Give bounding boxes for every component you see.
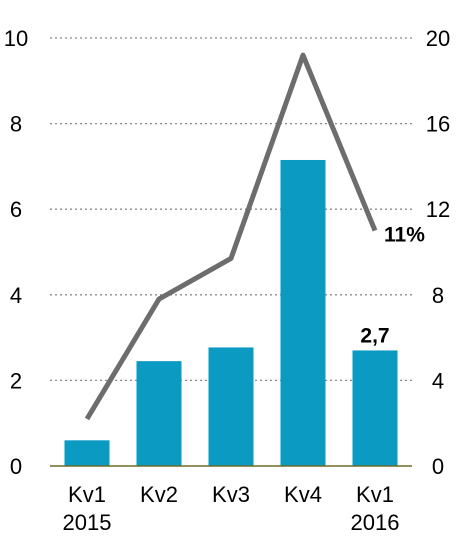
right-tick-label: 0 bbox=[432, 454, 444, 479]
bar bbox=[64, 440, 110, 466]
bar bbox=[280, 159, 326, 467]
left-tick-label: 4 bbox=[10, 283, 22, 308]
bar-data-label: 2,7 bbox=[360, 324, 389, 347]
bar bbox=[136, 361, 182, 466]
right-tick-label: 4 bbox=[432, 368, 444, 393]
category-label: Kv1 bbox=[68, 482, 106, 507]
left-tick-label: 6 bbox=[10, 197, 22, 222]
bar bbox=[208, 347, 254, 466]
bar-series bbox=[64, 159, 398, 467]
category-label: Kv1 bbox=[356, 482, 394, 507]
left-tick-label: 8 bbox=[10, 112, 22, 137]
left-tick-label: 0 bbox=[10, 454, 22, 479]
category-label: Kv3 bbox=[212, 482, 250, 507]
category-label: Kv4 bbox=[284, 482, 322, 507]
category-label: 2015 bbox=[63, 510, 112, 535]
category-label: 2016 bbox=[351, 510, 400, 535]
right-axis-ticks: 0 4 8 12 16 20 bbox=[426, 26, 450, 479]
left-axis-ticks: 0 2 4 6 8 10 bbox=[4, 26, 28, 479]
bar bbox=[352, 350, 398, 466]
right-tick-label: 20 bbox=[426, 26, 450, 51]
gridlines bbox=[50, 37, 412, 382]
left-tick-label: 10 bbox=[4, 26, 28, 51]
category-labels: Kv1 2015 Kv2 Kv3 Kv4 Kv1 2016 bbox=[63, 482, 400, 535]
right-tick-label: 8 bbox=[432, 283, 444, 308]
right-tick-label: 16 bbox=[426, 112, 450, 137]
line-series bbox=[84, 52, 378, 421]
left-tick-label: 2 bbox=[10, 368, 22, 393]
right-tick-label: 12 bbox=[426, 197, 450, 222]
category-label: Kv2 bbox=[140, 482, 178, 507]
line-data-label: 11% bbox=[384, 224, 425, 247]
